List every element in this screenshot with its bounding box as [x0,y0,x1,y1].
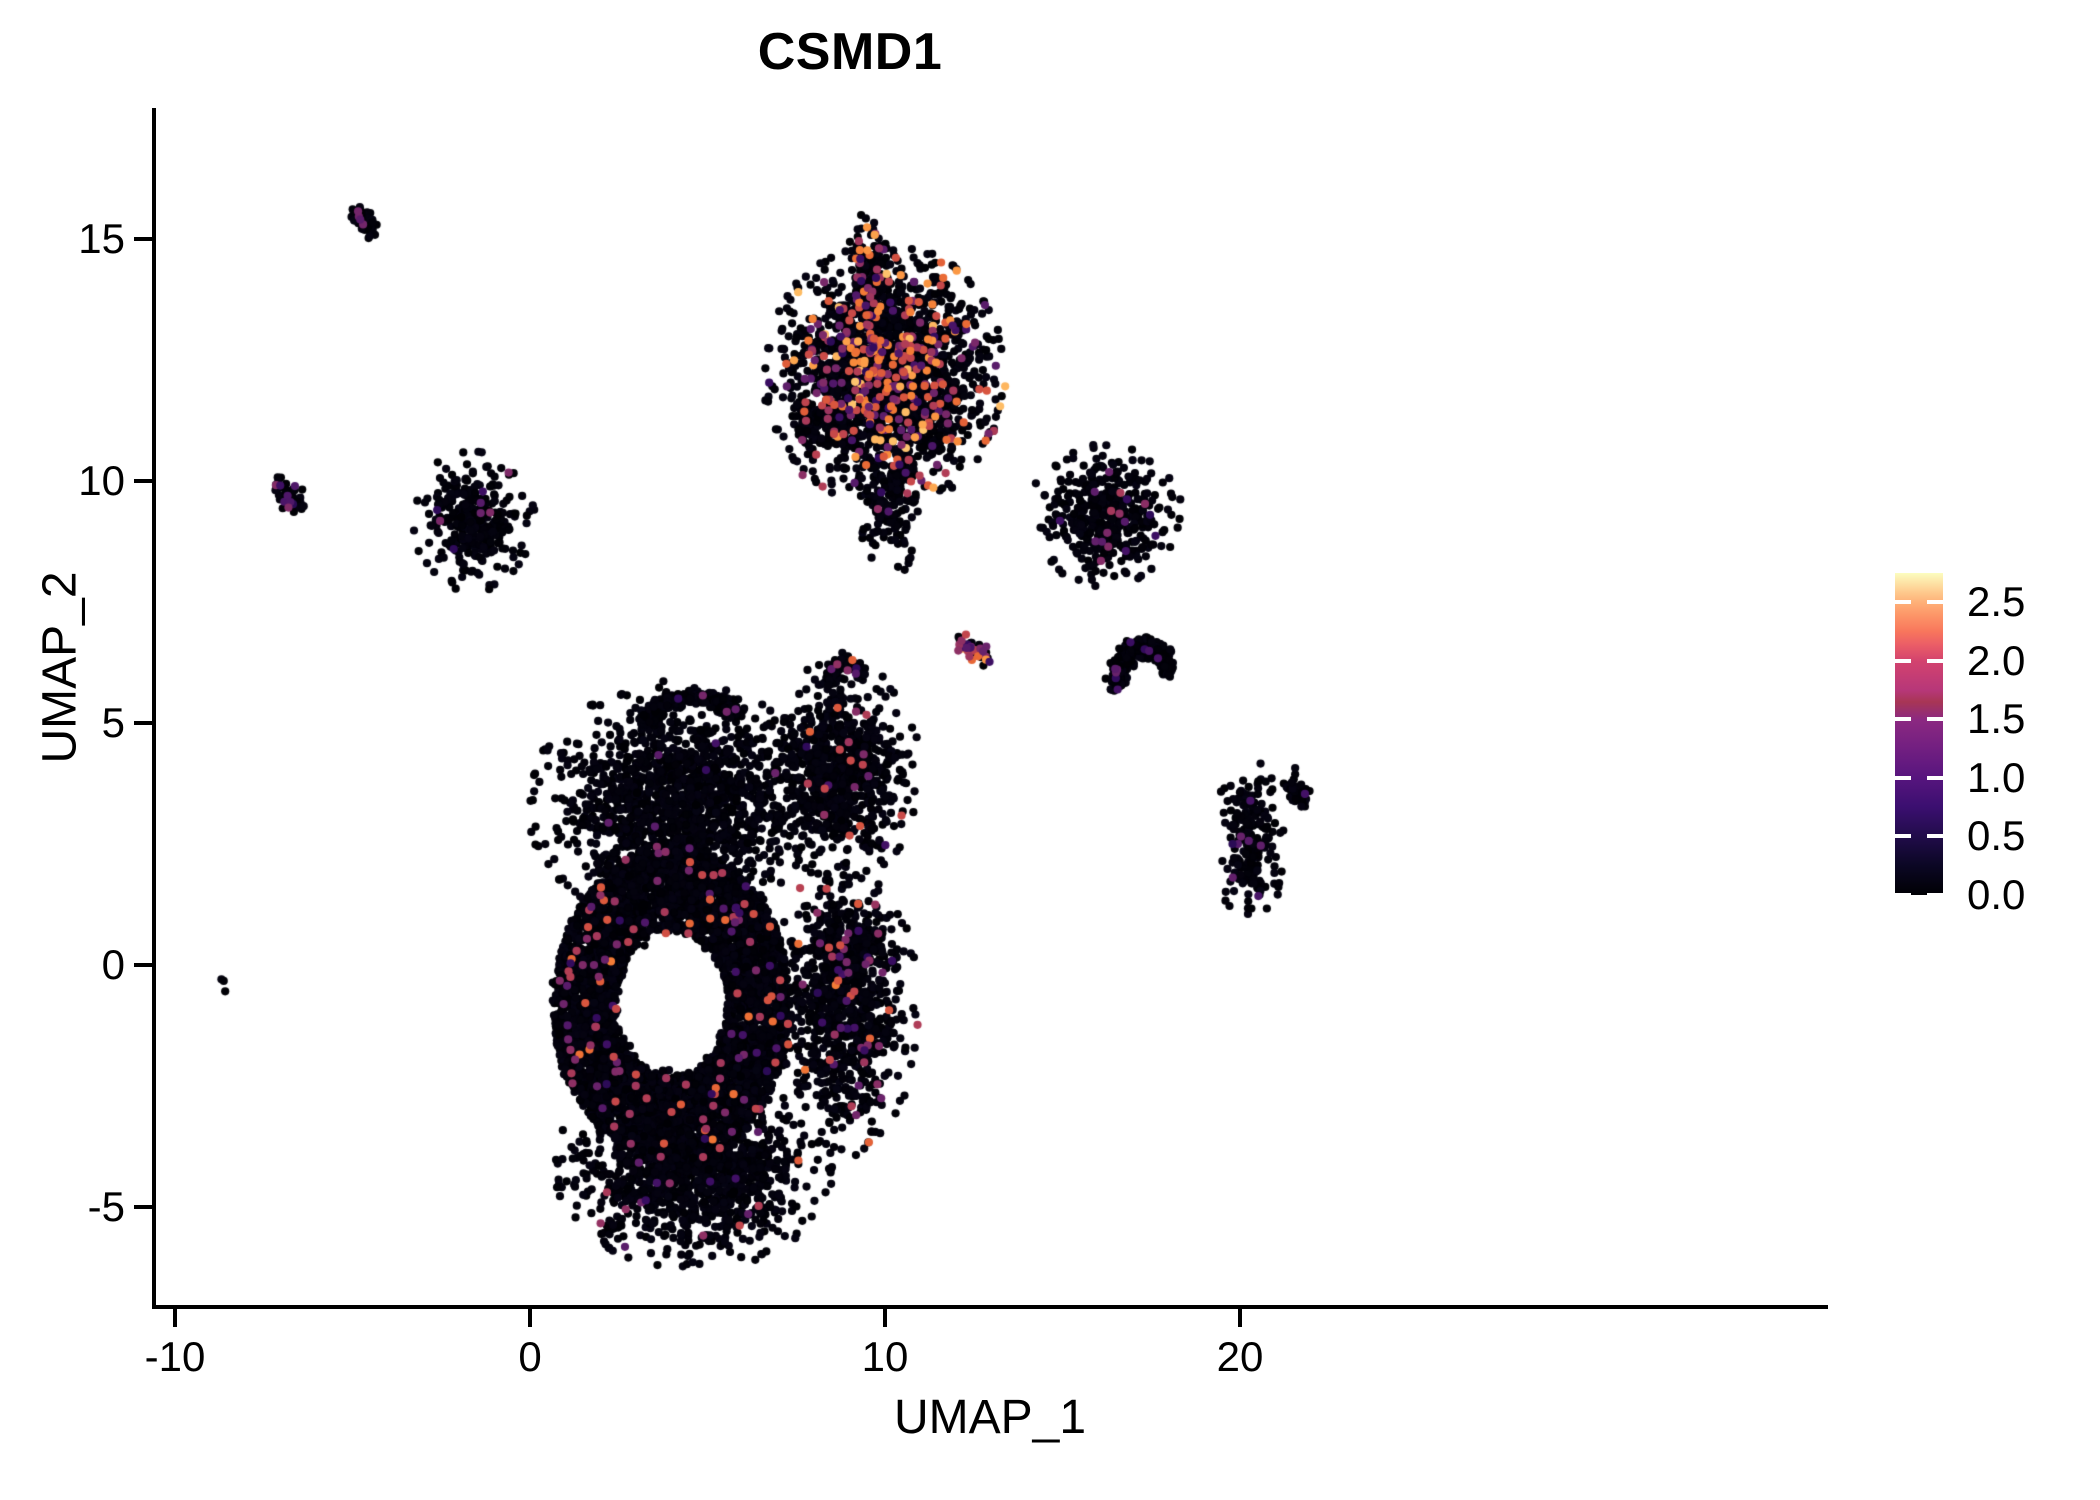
y-axis-title: UMAP_2 [33,571,87,764]
y-tick-label: -5 [87,1183,125,1230]
y-tick-mark [134,1205,152,1209]
x-tick-label: -10 [144,1333,206,1380]
y-tick-mark [134,963,152,967]
colorbar-tick-mark [1895,600,1911,605]
colorbar-tick-label: 2.5 [1967,578,2026,626]
y-tick-label: 5 [101,699,125,746]
colorbar-tick-mark [1895,893,1911,897]
x-axis-title: UMAP_1 [893,1391,1087,1444]
colorbar-tick-mark [1927,600,1943,605]
y-tick-mark [134,237,152,241]
y-tick-label: 0 [101,941,125,988]
colorbar-tick-label: 0.0 [1967,871,2026,918]
colorbar-tick-mark [1927,717,1943,722]
colorbar-tick-mark [1895,775,1911,780]
x-tick-label: 0 [518,1333,542,1380]
colorbar-tick-mark [1895,834,1911,839]
scatter-plot-panel [155,108,1828,1308]
x-tick-label: 20 [1216,1333,1264,1380]
colorbar-tick-mark [1927,893,1943,897]
colorbar-tick-label: 0.5 [1967,812,2026,860]
y-tick-label: 10 [78,457,125,504]
y-tick-mark [134,479,152,483]
y-axis-line [152,108,156,1308]
x-tick-mark [883,1309,887,1327]
x-tick-mark [528,1309,532,1327]
page-title: CSMD1 [757,23,943,81]
colorbar-tick-mark [1927,834,1943,839]
scatter-points-canvas [155,108,1828,1308]
colorbar-tick-mark [1927,658,1943,663]
y-tick-mark [134,721,152,725]
x-tick-mark [173,1309,177,1327]
colorbar-tick-label: 2.0 [1967,636,2026,684]
y-tick-label: 15 [78,215,125,262]
colorbar-tick-mark [1895,658,1911,663]
colorbar-tick-mark [1927,775,1943,780]
colorbar-tick-label: 1.0 [1967,753,2026,801]
x-tick-mark [1238,1309,1242,1327]
colorbar-tick-label: 1.5 [1967,695,2026,743]
x-axis-line [152,1305,1828,1309]
colorbar-tick-mark [1895,717,1911,722]
x-tick-label: 10 [861,1333,909,1380]
colorbar-legend: 0.0 0.5 1.0 1.5 2.0 2.5 [1895,573,2025,916]
colorbar-gradient [1895,573,1943,897]
